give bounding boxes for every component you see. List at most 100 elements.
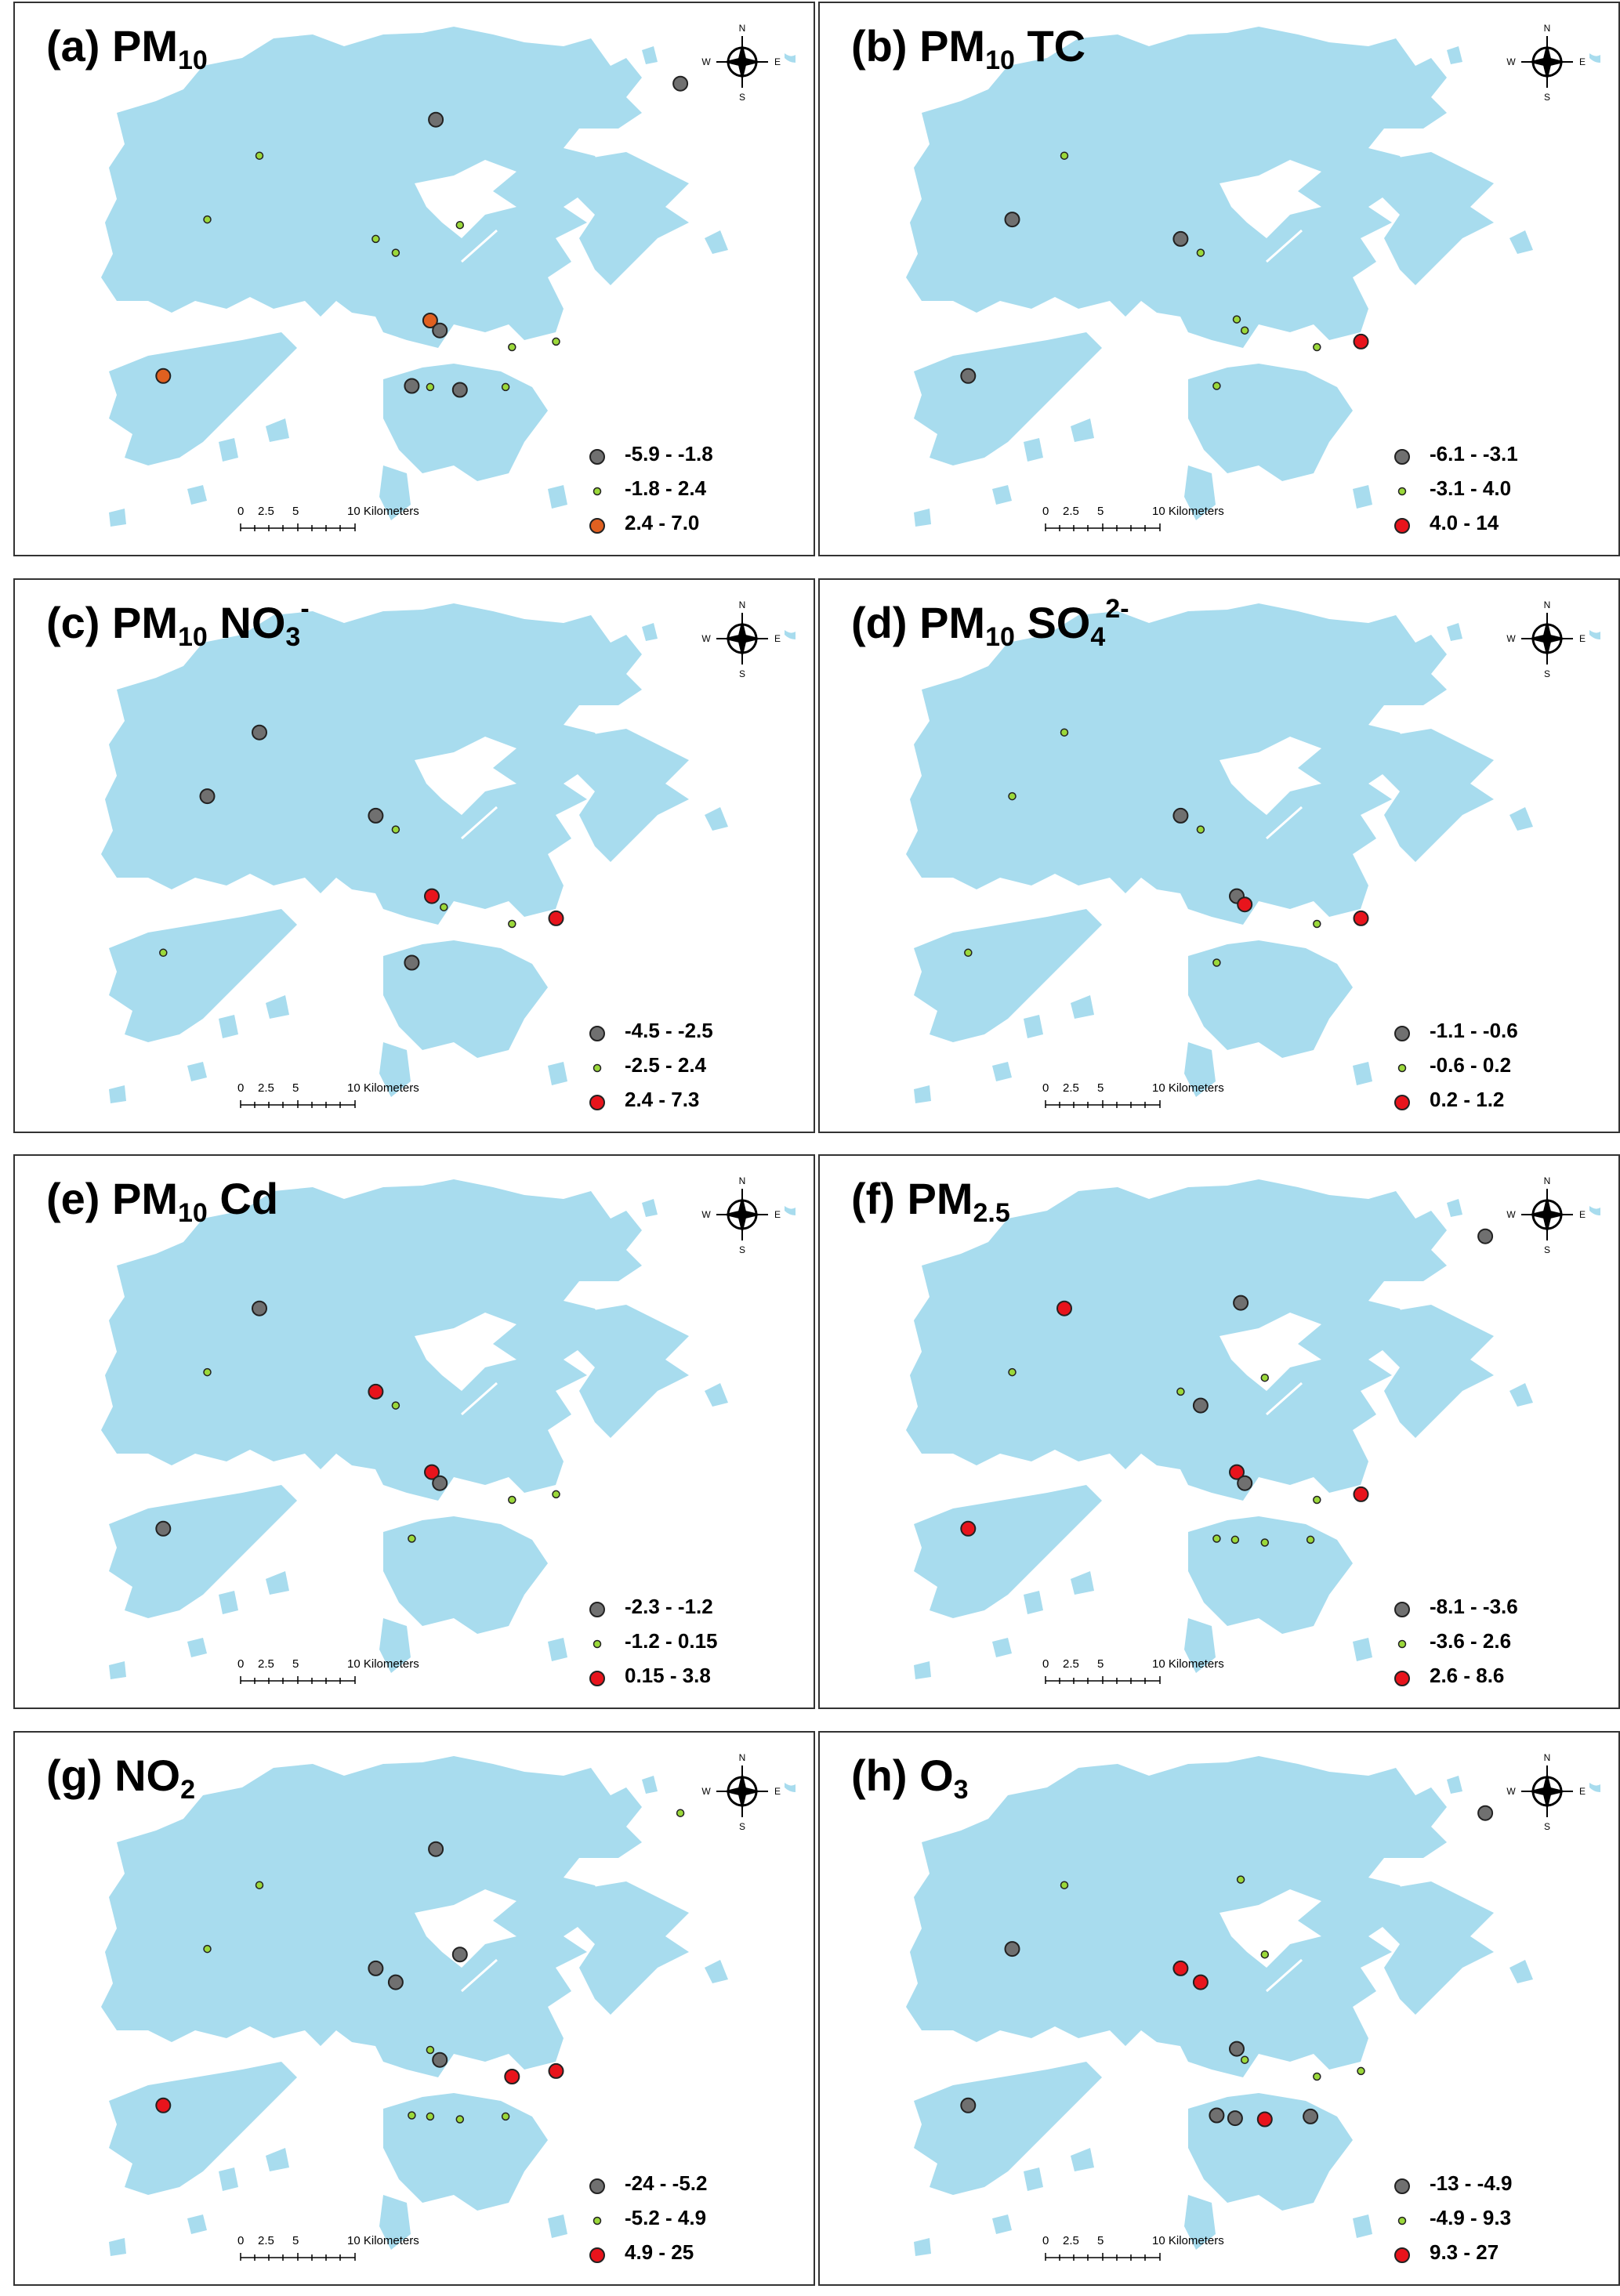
- north-arrow-icon: N S W E: [701, 1752, 796, 1832]
- lantau-island: [914, 2062, 1102, 2195]
- station-marker-gray: [1192, 1397, 1209, 1414]
- small-island: [1071, 2148, 1094, 2171]
- station-marker-green: [1313, 1495, 1321, 1505]
- title-prefix: (a) PM: [46, 21, 178, 71]
- station-marker-red: [504, 2069, 520, 2084]
- legend-mid-marker: [593, 1639, 602, 1649]
- map-panel-a: (a) PM10 N S W E -5.9 - -1.8 -1.8 - 2.4: [13, 2, 815, 556]
- station-marker-gray: [404, 378, 420, 394]
- station-marker-gray: [1172, 230, 1189, 247]
- scale-label-2-5: 2.5: [258, 1081, 274, 1095]
- station-marker-green: [408, 2111, 416, 2120]
- panel-title: (e) PM10 Cd: [46, 1173, 278, 1226]
- scale-label-2-5: 2.5: [1063, 1657, 1079, 1671]
- station-marker-gray: [960, 2097, 977, 2113]
- station-marker-gray: [1004, 212, 1020, 228]
- legend-mid-marker: [1397, 1639, 1407, 1649]
- small-island: [266, 1571, 289, 1595]
- hong-kong-landmass: [906, 603, 1533, 1103]
- small-island: [642, 1776, 658, 1794]
- legend-low-marker: [1394, 449, 1410, 465]
- scale-label-0: 0: [237, 1657, 245, 1671]
- panel-title: (a) PM10: [46, 20, 208, 74]
- small-island: [992, 2215, 1012, 2234]
- small-island: [642, 623, 658, 641]
- small-island: [992, 1638, 1012, 1657]
- scale-label-0: 0: [1042, 1657, 1049, 1671]
- map-svg: [906, 603, 1533, 1103]
- station-marker-red: [1353, 910, 1369, 926]
- compass-w: W: [1506, 1786, 1516, 1797]
- mainland-shape: [101, 1756, 642, 2077]
- north-arrow-icon: N S W E: [701, 599, 796, 679]
- lantau-island: [109, 909, 297, 1042]
- title-prefix: (f) PM: [851, 1174, 973, 1223]
- legend-low-label: -2.3 - -1.2: [625, 1595, 713, 1618]
- small-island: [1071, 995, 1094, 1019]
- station-marker-red: [155, 2097, 172, 2113]
- station-marker-gray: [1229, 2041, 1245, 2057]
- legend-mid-marker: [1397, 1063, 1407, 1073]
- legend-high-marker: [589, 1671, 605, 1686]
- station-marker-green: [1240, 326, 1249, 335]
- compass-n: N: [739, 1175, 746, 1186]
- title-subscript: 2.5: [973, 1198, 1010, 1228]
- station-marker-green: [508, 342, 516, 352]
- legend-low-marker: [589, 1026, 605, 1041]
- station-marker-green: [1306, 1535, 1315, 1545]
- small-island: [109, 509, 126, 527]
- monitoring-stations: [960, 1228, 1494, 1547]
- legend-high-label: 4.9 - 25: [625, 2240, 694, 2264]
- map-panel-b: (b) PM10 TC N S W E -6.1 - -3.1 -3.1 - 4…: [818, 2, 1620, 556]
- bridge-line: [461, 806, 498, 840]
- legend-low-marker: [1394, 1602, 1410, 1617]
- sai-kung-shape: [571, 1305, 689, 1438]
- small-island: [705, 1960, 728, 1983]
- title-superscript: 2-: [1105, 594, 1129, 624]
- monitoring-stations: [155, 1300, 560, 1543]
- small-island: [548, 1062, 567, 1085]
- small-island: [219, 438, 238, 462]
- small-island: [548, 2215, 567, 2238]
- station-marker-red: [424, 888, 440, 904]
- north-arrow-icon: N S W E: [1506, 1752, 1600, 1832]
- tolo-harbour: [1220, 737, 1321, 815]
- station-marker-green: [440, 903, 448, 911]
- legend-low-marker: [1394, 1026, 1410, 1041]
- scale-ruler: [240, 2253, 356, 2261]
- small-island: [187, 1638, 207, 1657]
- station-marker-red: [1056, 1300, 1072, 1316]
- station-marker-gray: [199, 788, 216, 805]
- compass-s: S: [739, 668, 745, 679]
- small-island: [109, 1085, 126, 1103]
- panel-title: (f) PM2.5: [851, 1173, 1010, 1226]
- scale-label-5: 5: [292, 1657, 299, 1671]
- title-suffix: SO: [1014, 598, 1091, 647]
- station-marker-gray: [252, 724, 267, 741]
- map-panel-g: (g) NO2 N S W E -24 - -5.2 -5.2 - 4.9: [13, 1731, 815, 2286]
- legend-high-label: 4.0 - 14: [1430, 511, 1499, 534]
- scale-ruler: [1045, 523, 1161, 531]
- small-island: [187, 1062, 207, 1081]
- legend-mid-label: -2.5 - 2.4: [625, 1053, 707, 1077]
- station-marker-green: [391, 825, 400, 834]
- scale-label-5: 5: [1097, 1657, 1104, 1671]
- tolo-harbour: [415, 1889, 516, 1968]
- station-marker-green: [964, 948, 973, 958]
- hong-kong-island: [1188, 364, 1353, 481]
- legend-low-marker: [1394, 2178, 1410, 2194]
- compass-n: N: [739, 23, 746, 34]
- panel-title: (c) PM10 NO3-: [46, 596, 310, 650]
- title-subscript: 10: [985, 622, 1015, 652]
- station-marker-red: [1192, 1974, 1209, 1990]
- mainland-shape: [101, 27, 642, 348]
- map-panel-h: (h) O3 N S W E -13 - -4.9 -4.9 - 9.3: [818, 1731, 1620, 2286]
- small-island: [1509, 1383, 1533, 1407]
- tolo-harbour: [415, 1313, 516, 1391]
- station-marker-green: [455, 2115, 465, 2124]
- legend-mid-marker: [1397, 487, 1407, 496]
- legend-low-marker: [589, 2178, 605, 2194]
- hong-kong-landmass: [906, 1179, 1533, 1679]
- legend-low-marker: [589, 449, 605, 465]
- station-marker-green: [1176, 1387, 1185, 1396]
